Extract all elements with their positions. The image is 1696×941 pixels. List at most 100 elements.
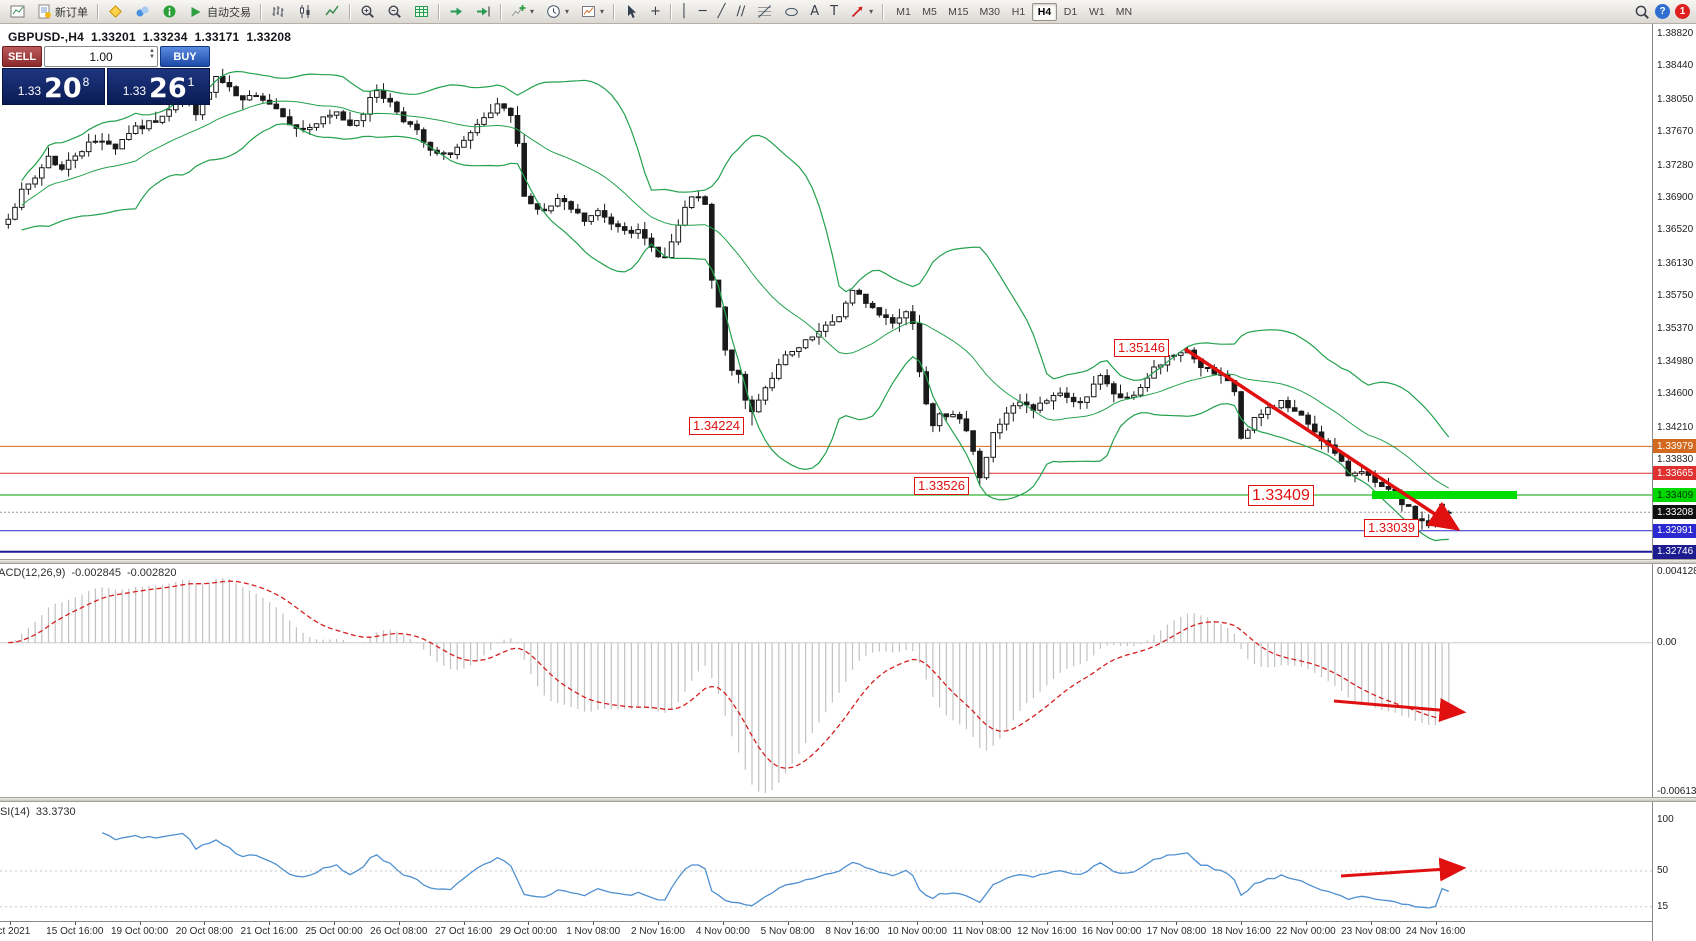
trend-arrow[interactable] — [1340, 857, 1467, 882]
price-level-box: 1.32746 — [1653, 544, 1696, 559]
label-icon: T — [830, 4, 839, 19]
time-label: 24 Nov 16:00 — [1405, 926, 1466, 937]
price-annotation[interactable]: 1.33526 — [914, 477, 969, 495]
macd-name: MACD(12,26,9) — [0, 567, 66, 579]
main-chart-panel[interactable] — [0, 68, 1652, 553]
chart-shift-button[interactable] — [470, 2, 496, 22]
metaeditor-icon — [107, 4, 123, 19]
fibonacci-icon — [756, 4, 772, 19]
sell-button[interactable]: SELL — [2, 46, 42, 67]
price-tick-label: 1.33830 — [1657, 454, 1694, 466]
horizontal-line-button[interactable]: ─ — [694, 2, 712, 22]
new-chart-button[interactable] — [4, 2, 30, 22]
shapes-icon — [783, 4, 799, 19]
timeframe-m1[interactable]: M1 — [896, 5, 911, 18]
time-label: 15 Oct 16:00 — [46, 926, 104, 937]
indicator-scale-label: 100 — [1657, 814, 1674, 825]
indicator-scale-label: 50 — [1657, 865, 1669, 876]
timeframe-m30[interactable]: M30 — [979, 5, 1000, 18]
support-zone-line[interactable] — [1372, 491, 1517, 499]
spin-up-icon[interactable]: ▲ — [149, 48, 155, 54]
fibonacci-button[interactable] — [751, 2, 777, 22]
macd-histogram — [14, 578, 1450, 793]
timeframe-w1[interactable]: W1 — [1088, 5, 1105, 18]
vertical-line-button[interactable]: │ — [675, 2, 693, 22]
low-value: 1.33171 — [194, 30, 240, 44]
line-chart-button[interactable] — [319, 2, 345, 22]
candles-chart-icon — [297, 4, 313, 19]
price-tick-label: 1.37280 — [1657, 159, 1694, 171]
timeframe-mn[interactable]: MN — [1115, 5, 1133, 18]
crosshair-button[interactable]: + — [645, 2, 666, 22]
macd-rsi-divider[interactable] — [0, 797, 1696, 802]
periods-button[interactable]: ▾ — [540, 2, 574, 22]
templates-icon — [580, 4, 596, 19]
indicator-scale-label: 0.004128 — [1657, 566, 1696, 577]
macd-panel[interactable] — [0, 578, 1652, 793]
search-icon[interactable] — [1634, 4, 1650, 19]
buy-price-pipette: 1 — [187, 75, 195, 89]
cursor-button[interactable] — [618, 2, 644, 22]
timeframe-m15[interactable]: M15 — [948, 5, 969, 18]
volume-box: ▲ ▼ — [44, 46, 158, 67]
notification-badge[interactable]: 1 — [1675, 4, 1690, 19]
market-watch-button[interactable] — [129, 2, 155, 22]
price-annotation[interactable]: 1.35146 — [1114, 339, 1169, 357]
sell-price-display[interactable]: 1.33 20 8 — [2, 68, 105, 105]
channel-button[interactable]: ∕∕ — [731, 2, 750, 22]
time-tick — [852, 922, 854, 925]
time-label: 29 Oct 00:00 — [499, 926, 558, 937]
spin-down-icon[interactable]: ▼ — [149, 54, 155, 60]
zoom-in-button[interactable] — [354, 2, 380, 22]
new-order-button[interactable]: 新订单 — [31, 2, 93, 22]
toolbar-right: ? 1 — [1634, 4, 1692, 19]
market-watch-icon — [134, 4, 150, 19]
community-icon[interactable]: ? — [1655, 4, 1670, 19]
volume-input[interactable] — [66, 49, 136, 64]
trendline-button[interactable]: ╱ — [713, 2, 731, 22]
time-label: 23 Nov 08:00 — [1341, 926, 1401, 937]
bars-chart-button[interactable] — [265, 2, 291, 22]
time-label: 27 Oct 16:00 — [434, 926, 493, 937]
trend-arrow[interactable] — [1184, 347, 1461, 531]
price-annotation[interactable]: 1.34224 — [689, 417, 744, 435]
templates-button[interactable]: ▾ — [575, 2, 609, 22]
text-button[interactable]: A — [805, 2, 824, 22]
price-axis[interactable]: 1.38820 1.38440 1.38050 1.37670 1.37280 1.369… — [1652, 24, 1696, 941]
time-axis[interactable]: Oct 2021 15 Oct 16:00 19 Oct 00:00 20 Oct 0… — [0, 921, 1652, 941]
time-label: 18 Nov 16:00 — [1211, 926, 1271, 937]
timeframe-h4[interactable]: H4 — [1031, 2, 1057, 21]
volume-spinner[interactable]: ▲ ▼ — [149, 48, 155, 60]
terminal-button[interactable] — [156, 2, 182, 22]
trend-arrow[interactable] — [1333, 698, 1467, 723]
shapes-button[interactable] — [778, 2, 804, 22]
arrows-button[interactable]: ▾ — [844, 2, 878, 22]
price-level-box: 1.32991 — [1653, 523, 1696, 538]
label-button[interactable]: T — [825, 2, 843, 22]
buy-price-display[interactable]: 1.33 26 1 — [107, 68, 210, 105]
indicators-button[interactable]: ▾ — [505, 2, 539, 22]
separator — [613, 3, 615, 20]
time-tick — [593, 922, 595, 925]
autotrading-button[interactable]: 自动交易 — [183, 2, 256, 22]
time-tick — [1046, 922, 1048, 925]
time-label: 22 Nov 00:00 — [1276, 926, 1336, 937]
main-macd-divider[interactable] — [0, 559, 1696, 564]
buy-button[interactable]: BUY — [160, 46, 210, 67]
time-tick — [334, 922, 335, 925]
metaeditor-button[interactable] — [102, 2, 128, 22]
price-annotation[interactable]: 1.33039 — [1364, 519, 1419, 537]
timeframe-h1[interactable]: H1 — [1011, 5, 1026, 18]
price-annotation[interactable]: 1.33409 — [1248, 485, 1314, 507]
rsi-panel[interactable] — [0, 832, 1652, 909]
auto-scroll-button[interactable] — [443, 2, 469, 22]
timeframe-m5[interactable]: M5 — [922, 5, 937, 18]
price-tick-label: 1.36130 — [1657, 257, 1694, 269]
grid-button[interactable] — [408, 2, 434, 22]
zoom-out-button[interactable] — [381, 2, 407, 22]
candles-chart-button[interactable] — [292, 2, 318, 22]
price-tick-label: 1.36900 — [1657, 191, 1694, 203]
timeframe-d1[interactable]: D1 — [1063, 5, 1078, 18]
